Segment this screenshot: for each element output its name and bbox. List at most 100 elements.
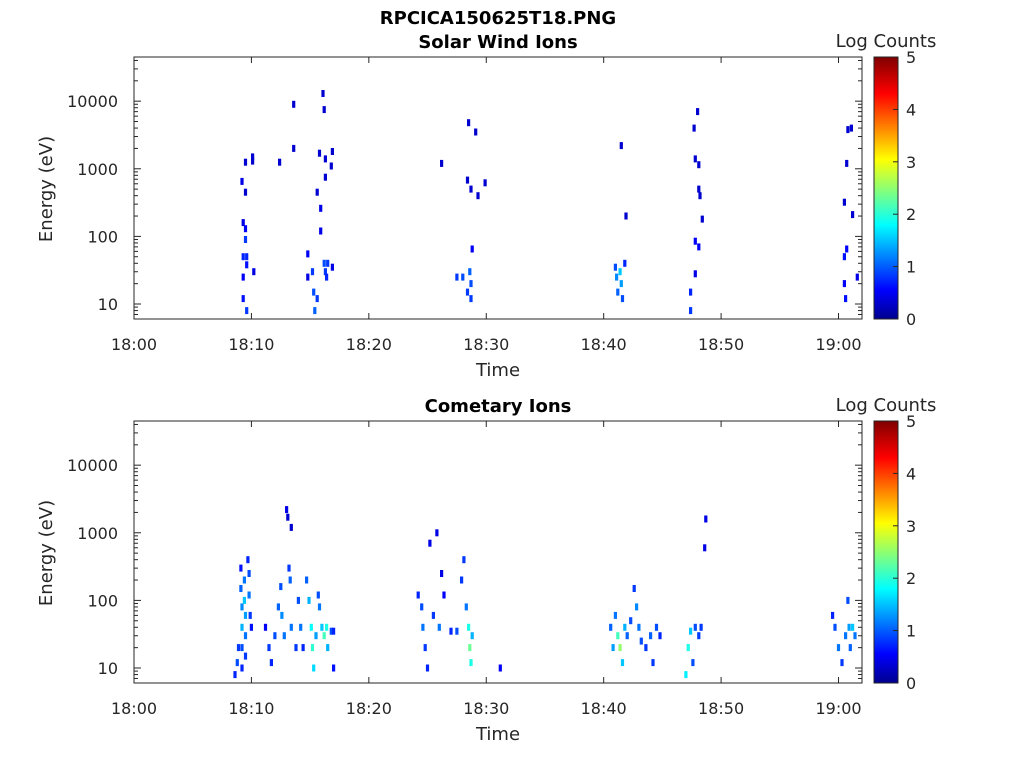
- colorbar-gradient: [873, 56, 899, 320]
- heatmap-cell: [460, 576, 464, 584]
- heatmap-cell: [851, 623, 855, 631]
- heatmap-cell: [462, 556, 466, 564]
- heatmap-cell: [332, 627, 336, 635]
- y-tick-label: 10000: [67, 456, 118, 475]
- heatmap-cell: [689, 627, 693, 635]
- figure-title: RPCICA150625T18.PNG: [380, 8, 616, 29]
- heatmap-cell: [321, 90, 325, 97]
- heatmap-cell: [251, 153, 255, 161]
- heatmap-cell: [693, 237, 697, 245]
- heatmap-cell: [619, 142, 623, 150]
- colorbar-tick-label: 3: [906, 153, 916, 172]
- heatmap-cell: [294, 644, 298, 652]
- heatmap-cell: [288, 576, 292, 584]
- heatmap-cell: [425, 664, 430, 672]
- heatmap-cell: [252, 268, 256, 276]
- colorbar-label: Log Counts: [836, 395, 937, 416]
- heatmap-cell: [845, 159, 849, 167]
- x-tick-label: 18:30: [463, 335, 509, 354]
- panel-solar-wind: Solar Wind Ions 18:00 18:10 18:20 18:30 18:4…: [36, 31, 936, 381]
- heatmap-cell: [282, 632, 286, 640]
- heatmap-cell: [618, 644, 622, 652]
- x-tick-label: 19:00: [815, 335, 861, 354]
- heatmap-cell: [468, 268, 472, 276]
- heatmap-cell: [315, 295, 319, 303]
- colorbar-tick-label: 1: [906, 622, 916, 641]
- heatmap-cell: [323, 155, 327, 163]
- colorbar-tick-label: 3: [906, 517, 916, 536]
- heatmap-cell: [329, 162, 333, 170]
- heatmap-cell: [442, 591, 446, 599]
- colorbar-tick-label: 1: [906, 258, 916, 277]
- heatmap-cell: [840, 659, 844, 667]
- heatmap-cell: [651, 659, 655, 667]
- heatmap-cell: [325, 623, 329, 631]
- axes-cometary: 18:00 18:10 18:20 18:30 18:40 18:50 19:00 10 100…: [67, 420, 863, 718]
- heatmap-cell: [420, 603, 424, 611]
- panel-title-solar-wind: Solar Wind Ions: [418, 32, 577, 53]
- x-tick-label: 18:20: [346, 335, 392, 354]
- heatmap-cell: [623, 623, 627, 631]
- heatmap-cell: [639, 637, 643, 645]
- axes-solar-wind: 18:00 18:10 18:20 18:30 18:40 18:50 19:00 10 100…: [67, 56, 863, 354]
- y-tick-label: 100: [87, 227, 118, 246]
- heatmap-cell: [693, 270, 697, 278]
- heatmap-cell: [689, 307, 693, 315]
- heatmap-cell: [435, 529, 439, 537]
- heatmap-cell: [239, 564, 243, 572]
- heatmap-cell: [273, 632, 277, 640]
- y-tick-label: 10: [98, 659, 118, 678]
- heatmap-cell: [322, 259, 326, 267]
- heatmap-cell: [465, 176, 470, 184]
- heatmap-cell: [312, 664, 316, 672]
- heatmap-cell: [313, 307, 317, 315]
- heatmap-cell: [697, 185, 701, 193]
- heatmap-cells-cometary: [233, 506, 857, 679]
- heatmap-cell: [263, 623, 268, 631]
- heatmap-cell: [693, 623, 697, 631]
- colorbar-gradient: [873, 420, 899, 684]
- heatmap-cell: [474, 128, 478, 136]
- heatmap-cell: [609, 623, 613, 631]
- heatmap-cell: [470, 245, 474, 253]
- heatmap-cell: [292, 100, 296, 108]
- heatmap-cell: [849, 124, 853, 132]
- heatmap-cell: [326, 259, 330, 267]
- heatmap-cell: [235, 659, 239, 667]
- y-axis-label-cometary: Energy (eV): [36, 500, 57, 606]
- heatmap-cell: [855, 273, 859, 281]
- colorbar-tick-label: 2: [906, 569, 916, 588]
- heatmap-cell: [243, 632, 248, 640]
- heatmap-cell: [440, 570, 444, 577]
- heatmap-cell: [464, 603, 468, 611]
- heatmap-cell: [437, 623, 441, 631]
- heatmap-cell: [279, 583, 283, 591]
- heatmap-cell: [299, 623, 303, 631]
- colorbar-tick-label: 0: [906, 310, 916, 329]
- x-tick-label: 18:40: [581, 699, 627, 718]
- heatmap-cell: [851, 211, 855, 219]
- heatmap-cell: [243, 225, 248, 233]
- heatmap-cell: [696, 108, 700, 116]
- heatmap-cell: [468, 644, 472, 652]
- heatmap-cell: [421, 623, 425, 631]
- heatmap-cell: [323, 173, 327, 181]
- heatmap-cell: [317, 603, 322, 611]
- heatmap-cell: [693, 155, 697, 163]
- heatmap-cell: [317, 149, 322, 157]
- heatmap-cell: [620, 659, 625, 667]
- colorbar-tick-label: 0: [906, 674, 916, 693]
- x-tick-label: 18:30: [463, 699, 509, 718]
- heatmap-cell: [625, 632, 629, 640]
- y-tick-label: 1000: [77, 160, 118, 179]
- heatmap-cell: [619, 280, 623, 288]
- heatmap-cell: [233, 671, 237, 679]
- heatmap-cell: [239, 585, 243, 592]
- heatmap-cell: [278, 158, 282, 166]
- heatmap-cell: [624, 212, 628, 220]
- heatmap-cell: [305, 576, 309, 584]
- heatmap-cell: [292, 144, 296, 152]
- x-tick-label: 18:20: [346, 699, 392, 718]
- heatmap-cell: [649, 632, 653, 640]
- heatmap-cell: [240, 664, 244, 672]
